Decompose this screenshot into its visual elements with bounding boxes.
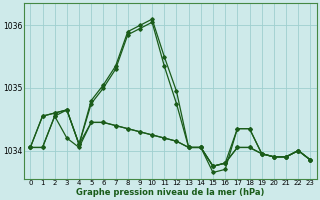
X-axis label: Graphe pression niveau de la mer (hPa): Graphe pression niveau de la mer (hPa) <box>76 188 265 197</box>
